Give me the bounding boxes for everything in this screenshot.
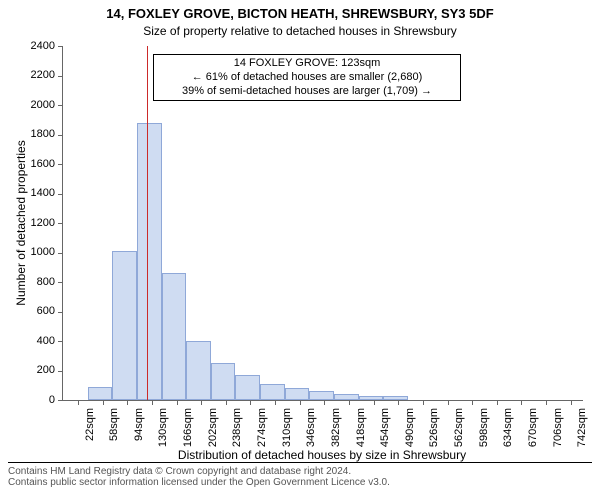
x-axis-label: Distribution of detached houses by size … [62,448,582,462]
x-tick [152,400,153,405]
footer-line-2: Contains public sector information licen… [8,477,592,488]
y-tick [58,253,63,254]
y-tick [58,76,63,77]
footer-line-1: Contains HM Land Registry data © Crown c… [8,466,592,477]
x-tick [78,400,79,405]
histogram-bar [260,384,285,400]
annotation-line-3: 39% of semi-detached houses are larger (… [158,85,456,99]
y-tick [58,371,63,372]
y-axis-label: Number of detached properties [14,46,28,400]
x-tick [521,400,522,405]
histogram-bar [162,273,187,400]
x-tick [423,400,424,405]
x-tick [398,400,399,405]
x-tick [275,400,276,405]
chart-root: 14, FOXLEY GROVE, BICTON HEATH, SHREWSBU… [0,0,600,500]
histogram-bar [211,363,236,400]
histogram-bar [383,396,408,400]
chart-title-address: 14, FOXLEY GROVE, BICTON HEATH, SHREWSBU… [0,6,600,21]
y-tick [58,400,63,401]
x-tick [448,400,449,405]
y-tick [58,223,63,224]
x-tick [177,400,178,405]
x-tick [324,400,325,405]
annotation-line-1: 14 FOXLEY GROVE: 123sqm [158,57,456,71]
histogram-bar [309,391,334,400]
x-tick [226,400,227,405]
y-tick [58,341,63,342]
footer: Contains HM Land Registry data © Crown c… [0,462,600,488]
x-tick [349,400,350,405]
annotation-box: 14 FOXLEY GROVE: 123sqm ← 61% of detache… [153,54,461,101]
x-tick [571,400,572,405]
histogram-bar [235,375,260,400]
y-tick [58,46,63,47]
y-tick [58,282,63,283]
x-tick [103,400,104,405]
chart-subtitle: Size of property relative to detached ho… [0,24,600,38]
y-tick [58,164,63,165]
x-tick [127,400,128,405]
x-tick [201,400,202,405]
histogram-bar [112,251,137,400]
y-tick [58,105,63,106]
histogram-bar [186,341,211,400]
y-tick [58,135,63,136]
x-tick [374,400,375,405]
x-tick [546,400,547,405]
x-tick [497,400,498,405]
histogram-bar [359,396,384,400]
histogram-bar [137,123,162,400]
histogram-bar [88,387,113,400]
y-tick [58,312,63,313]
histogram-bar [334,394,359,400]
annotation-line-2: ← 61% of detached houses are smaller (2,… [158,71,456,85]
reference-line [147,46,148,400]
x-tick [250,400,251,405]
x-tick [472,400,473,405]
x-tick [300,400,301,405]
y-tick [58,194,63,195]
histogram-bar [285,388,310,400]
